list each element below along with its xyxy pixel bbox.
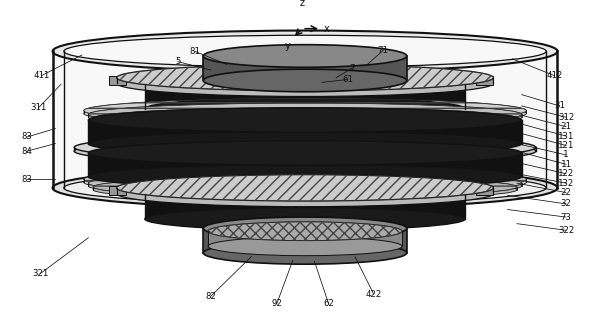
Ellipse shape	[74, 138, 536, 164]
Text: 131: 131	[558, 131, 574, 140]
Ellipse shape	[89, 106, 522, 128]
Polygon shape	[109, 186, 126, 196]
Polygon shape	[84, 179, 527, 182]
Text: 422: 422	[366, 290, 382, 299]
Text: y: y	[284, 41, 290, 51]
Ellipse shape	[84, 101, 527, 126]
Polygon shape	[109, 76, 126, 85]
Text: 84: 84	[22, 147, 32, 156]
Polygon shape	[145, 84, 465, 109]
Polygon shape	[208, 231, 402, 246]
Polygon shape	[89, 153, 522, 177]
Text: 132: 132	[558, 179, 574, 188]
Ellipse shape	[89, 172, 522, 195]
Ellipse shape	[84, 98, 527, 123]
Text: 21: 21	[561, 122, 571, 131]
Ellipse shape	[89, 131, 522, 156]
Polygon shape	[203, 56, 407, 80]
Text: 61: 61	[342, 75, 353, 84]
Text: 71: 71	[378, 46, 389, 55]
Polygon shape	[93, 118, 517, 121]
Text: x: x	[324, 24, 329, 34]
Ellipse shape	[53, 167, 557, 208]
Ellipse shape	[203, 45, 407, 67]
Text: 31: 31	[554, 101, 565, 111]
Ellipse shape	[74, 134, 536, 161]
Text: 22: 22	[561, 188, 571, 197]
Ellipse shape	[89, 103, 522, 126]
Polygon shape	[53, 51, 557, 188]
Polygon shape	[477, 186, 494, 196]
Ellipse shape	[145, 208, 465, 230]
Ellipse shape	[64, 172, 546, 204]
Ellipse shape	[203, 242, 407, 264]
Ellipse shape	[84, 170, 527, 195]
Ellipse shape	[208, 222, 402, 241]
Ellipse shape	[117, 175, 494, 201]
Text: 122: 122	[558, 169, 574, 178]
Text: 411: 411	[33, 71, 49, 80]
Ellipse shape	[64, 35, 546, 67]
Polygon shape	[89, 183, 522, 186]
Ellipse shape	[93, 111, 517, 131]
Ellipse shape	[89, 141, 522, 165]
Text: 321: 321	[32, 269, 48, 278]
Text: 82: 82	[205, 292, 216, 301]
Ellipse shape	[208, 237, 402, 256]
Ellipse shape	[230, 71, 381, 84]
Polygon shape	[203, 228, 407, 253]
Ellipse shape	[203, 69, 407, 92]
Ellipse shape	[117, 64, 494, 91]
Text: 92: 92	[271, 299, 282, 308]
Text: 81: 81	[189, 47, 200, 56]
Ellipse shape	[203, 217, 407, 240]
Polygon shape	[84, 111, 527, 114]
Ellipse shape	[145, 183, 465, 206]
Text: 32: 32	[561, 200, 571, 208]
Text: 83: 83	[22, 132, 32, 141]
Text: 322: 322	[558, 226, 574, 235]
Ellipse shape	[249, 80, 361, 88]
Text: 412: 412	[547, 71, 563, 80]
Polygon shape	[74, 147, 536, 151]
Polygon shape	[117, 78, 494, 83]
Polygon shape	[89, 120, 522, 144]
Text: 11: 11	[561, 160, 571, 169]
Text: 5: 5	[175, 57, 180, 66]
Text: z: z	[300, 0, 305, 8]
Polygon shape	[145, 195, 465, 219]
Text: 62: 62	[323, 299, 334, 308]
Ellipse shape	[93, 179, 517, 200]
Ellipse shape	[117, 70, 494, 97]
Ellipse shape	[89, 108, 522, 132]
Text: 73: 73	[561, 212, 571, 221]
Ellipse shape	[84, 167, 527, 192]
Ellipse shape	[89, 164, 522, 189]
Polygon shape	[93, 187, 517, 190]
Ellipse shape	[230, 181, 381, 195]
Polygon shape	[89, 115, 522, 117]
Text: 83: 83	[22, 175, 32, 184]
Polygon shape	[117, 188, 494, 194]
Ellipse shape	[89, 175, 522, 197]
Ellipse shape	[145, 97, 465, 120]
Ellipse shape	[145, 73, 465, 96]
Ellipse shape	[249, 191, 361, 199]
Text: 7: 7	[349, 64, 355, 73]
Text: 1: 1	[563, 150, 569, 159]
Ellipse shape	[117, 180, 494, 207]
Polygon shape	[477, 76, 494, 85]
Ellipse shape	[93, 108, 517, 128]
Text: 311: 311	[31, 103, 46, 112]
Text: 121: 121	[558, 141, 574, 150]
Ellipse shape	[93, 177, 517, 197]
Ellipse shape	[53, 31, 557, 72]
Text: 312: 312	[558, 113, 574, 122]
